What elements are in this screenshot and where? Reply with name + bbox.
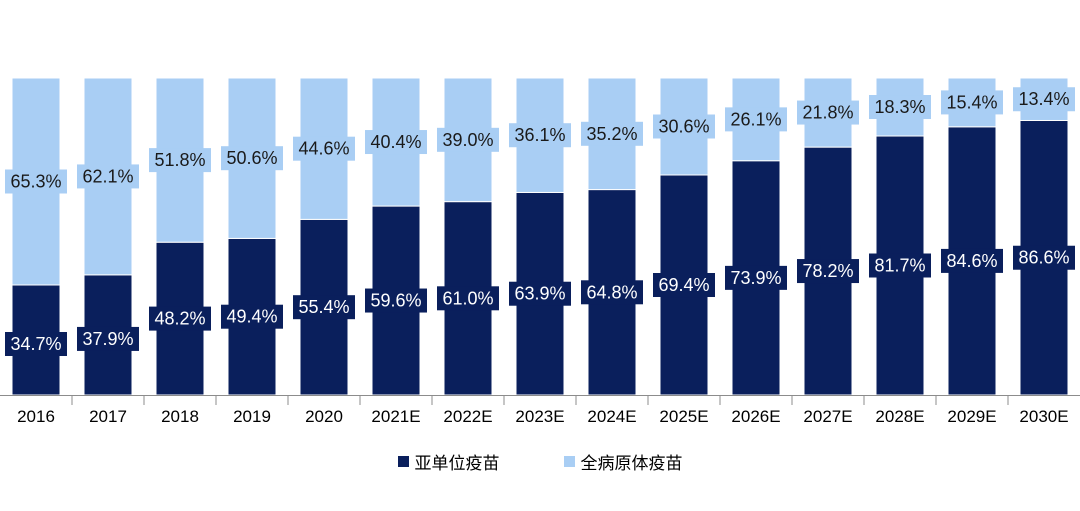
data-label-subunit-2027E: 78.2% <box>802 261 853 281</box>
data-label-subunit-2026E: 73.9% <box>730 268 781 288</box>
data-label-subunit-2016: 34.7% <box>10 334 61 354</box>
data-label-bg-subunit-2027E <box>797 259 859 284</box>
data-label-bg-subunit-2016 <box>5 332 67 357</box>
legend: 亚单位疫苗 全病原体疫苗 <box>0 446 1080 476</box>
data-label-whole-pathogen-2020: 44.6% <box>298 139 349 159</box>
x-tick-label-2021E: 2021E <box>371 407 420 426</box>
data-label-whole-pathogen-2016: 65.3% <box>10 172 61 192</box>
data-label-subunit-2022E: 61.0% <box>442 288 493 308</box>
data-label-bg-whole-pathogen-2017 <box>77 164 139 189</box>
data-label-bg-subunit-2023E <box>509 281 571 306</box>
data-label-whole-pathogen-2021E: 40.4% <box>370 132 421 152</box>
data-label-whole-pathogen-2030E: 13.4% <box>1018 89 1069 109</box>
legend-label-subunit: 亚单位疫苗 <box>414 453 500 473</box>
x-tick-label-2029E: 2029E <box>947 407 996 426</box>
x-tick-label-2023E: 2023E <box>515 407 564 426</box>
data-label-bg-whole-pathogen-2020 <box>293 136 355 161</box>
x-tick-label-2030E: 2030E <box>1019 407 1068 426</box>
data-label-bg-whole-pathogen-2024E <box>581 121 643 146</box>
data-label-whole-pathogen-2018: 51.8% <box>154 150 205 170</box>
data-label-bg-whole-pathogen-2025E <box>653 114 715 139</box>
data-label-bg-whole-pathogen-2018 <box>149 148 211 173</box>
data-label-bg-subunit-2028E <box>869 253 931 278</box>
data-label-subunit-2020: 55.4% <box>298 297 349 317</box>
data-label-subunit-2023E: 63.9% <box>514 284 565 304</box>
data-label-whole-pathogen-2026E: 26.1% <box>730 109 781 129</box>
legend-swatch-subunit <box>397 455 409 467</box>
data-label-bg-subunit-2029E <box>941 248 1003 273</box>
data-label-whole-pathogen-2024E: 35.2% <box>586 124 637 144</box>
legend-swatch-whole-pathogen <box>563 455 575 467</box>
data-label-subunit-2021E: 59.6% <box>370 291 421 311</box>
data-label-bg-subunit-2021E <box>365 288 427 313</box>
data-label-whole-pathogen-2029E: 15.4% <box>946 92 997 112</box>
data-label-bg-subunit-2019 <box>221 304 283 329</box>
data-label-subunit-2017: 37.9% <box>82 329 133 349</box>
legend-item-subunit: 亚单位疫苗 <box>397 449 500 474</box>
data-label-whole-pathogen-2025E: 30.6% <box>658 117 709 137</box>
data-label-bg-whole-pathogen-2026E <box>725 107 787 132</box>
data-label-subunit-2024E: 64.8% <box>586 282 637 302</box>
data-label-bg-subunit-2022E <box>437 286 499 311</box>
x-tick-label-2024E: 2024E <box>587 407 636 426</box>
data-label-whole-pathogen-2019: 50.6% <box>226 148 277 168</box>
data-label-bg-subunit-2025E <box>653 273 715 298</box>
legend-label-whole-pathogen: 全病原体疫苗 <box>580 453 683 473</box>
data-label-subunit-2025E: 69.4% <box>658 275 709 295</box>
data-label-bg-whole-pathogen-2027E <box>797 100 859 125</box>
data-label-subunit-2019: 49.4% <box>226 307 277 327</box>
legend-item-whole-pathogen: 全病原体疫苗 <box>563 449 683 474</box>
data-label-whole-pathogen-2017: 62.1% <box>82 166 133 186</box>
data-label-bg-whole-pathogen-2030E <box>1013 87 1075 112</box>
data-label-whole-pathogen-2027E: 21.8% <box>802 103 853 123</box>
data-label-subunit-2018: 48.2% <box>154 309 205 329</box>
x-tick-label-2028E: 2028E <box>875 407 924 426</box>
x-tick-label-2017: 2017 <box>89 407 127 426</box>
data-label-bg-whole-pathogen-2021E <box>365 130 427 155</box>
x-tick-label-2020: 2020 <box>305 407 343 426</box>
x-tick-label-2025E: 2025E <box>659 407 708 426</box>
data-label-bg-whole-pathogen-2016 <box>5 169 67 194</box>
data-label-subunit-2028E: 81.7% <box>874 256 925 276</box>
stacked-bar-chart: 34.7% 65.3% 2016 37.9% 62.1% 2017 48.2% 51.8% 20… <box>0 77 1080 426</box>
data-label-bg-whole-pathogen-2028E <box>869 95 931 120</box>
x-tick-label-2026E: 2026E <box>731 407 780 426</box>
data-label-bg-subunit-2018 <box>149 306 211 331</box>
data-label-whole-pathogen-2022E: 39.0% <box>442 130 493 150</box>
data-label-subunit-2030E: 86.6% <box>1018 248 1069 268</box>
data-label-bg-whole-pathogen-2019 <box>221 146 283 171</box>
data-label-whole-pathogen-2028E: 18.3% <box>874 97 925 117</box>
data-label-whole-pathogen-2023E: 36.1% <box>514 125 565 145</box>
x-tick-label-2027E: 2027E <box>803 407 852 426</box>
x-tick-label-2022E: 2022E <box>443 407 492 426</box>
data-label-bg-subunit-2026E <box>725 265 787 290</box>
x-tick-label-2019: 2019 <box>233 407 271 426</box>
x-tick-label-2016: 2016 <box>17 407 55 426</box>
data-label-bg-subunit-2020 <box>293 295 355 320</box>
data-label-bg-subunit-2030E <box>1013 245 1075 270</box>
data-label-subunit-2029E: 84.6% <box>946 251 997 271</box>
data-label-bg-subunit-2024E <box>581 280 643 305</box>
x-tick-label-2018: 2018 <box>161 407 199 426</box>
data-label-bg-whole-pathogen-2023E <box>509 123 571 148</box>
data-label-bg-whole-pathogen-2029E <box>941 90 1003 115</box>
data-label-bg-subunit-2017 <box>77 326 139 351</box>
data-label-bg-whole-pathogen-2022E <box>437 127 499 152</box>
